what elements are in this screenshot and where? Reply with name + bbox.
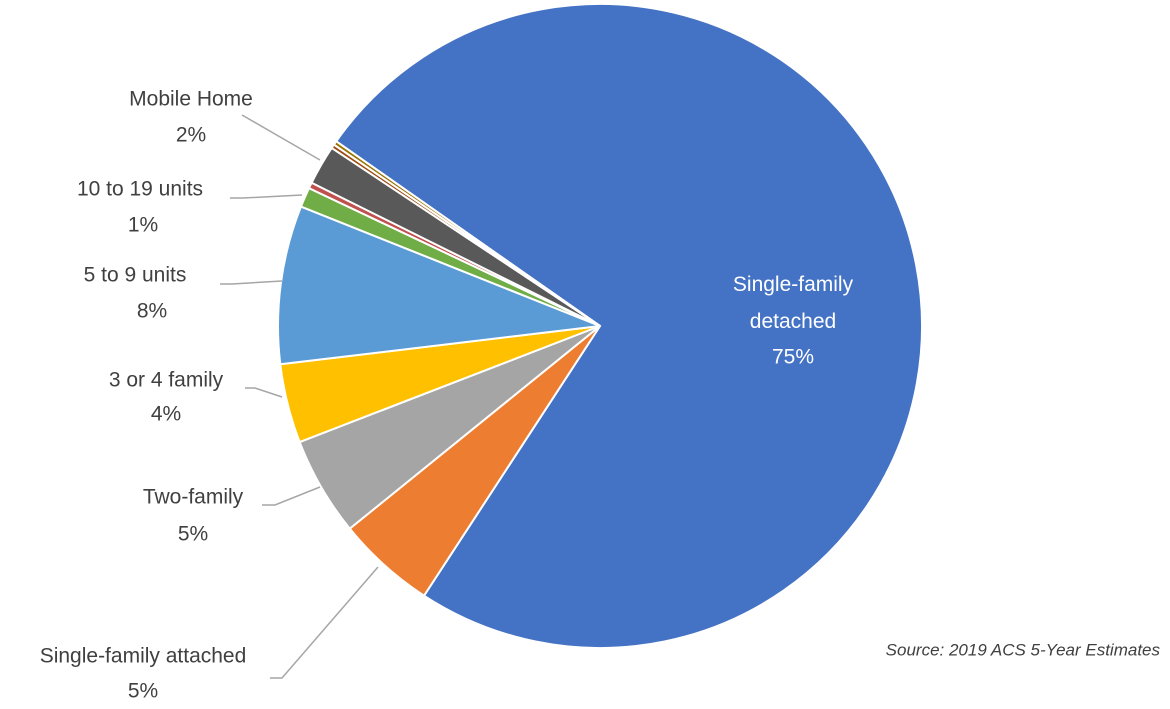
slice-value-label: 4% xyxy=(151,403,181,426)
leader-line xyxy=(262,486,321,506)
leader-line xyxy=(245,387,283,398)
leader-line xyxy=(220,280,283,285)
slice-value-label: 5% xyxy=(128,680,158,703)
slice-value-label: 1% xyxy=(128,214,158,237)
slice-value-label: 8% xyxy=(137,300,167,323)
slice-label: 3 or 4 family xyxy=(109,369,224,392)
slice-value-label: 75% xyxy=(772,346,814,369)
leader-line xyxy=(241,114,321,161)
slice-value-label: 5% xyxy=(178,523,208,546)
pie-slice xyxy=(277,205,601,366)
slice-label: Two-family xyxy=(143,486,244,509)
slice-label: Single-family attached xyxy=(40,645,247,668)
slice-label: Single-family detached xyxy=(733,273,854,333)
slice-label: Mobile Home xyxy=(129,88,253,111)
slice-value-label: 2% xyxy=(176,124,206,147)
pie-slice xyxy=(332,139,601,327)
pie-slice xyxy=(334,3,923,649)
slice-label: 10 to 19 units xyxy=(77,178,203,201)
slice-label: 5 to 9 units xyxy=(84,264,187,287)
leader-line xyxy=(270,566,379,679)
leader-line xyxy=(230,194,303,199)
source-note: Source: 2019 ACS 5-Year Estimates xyxy=(886,640,1161,659)
